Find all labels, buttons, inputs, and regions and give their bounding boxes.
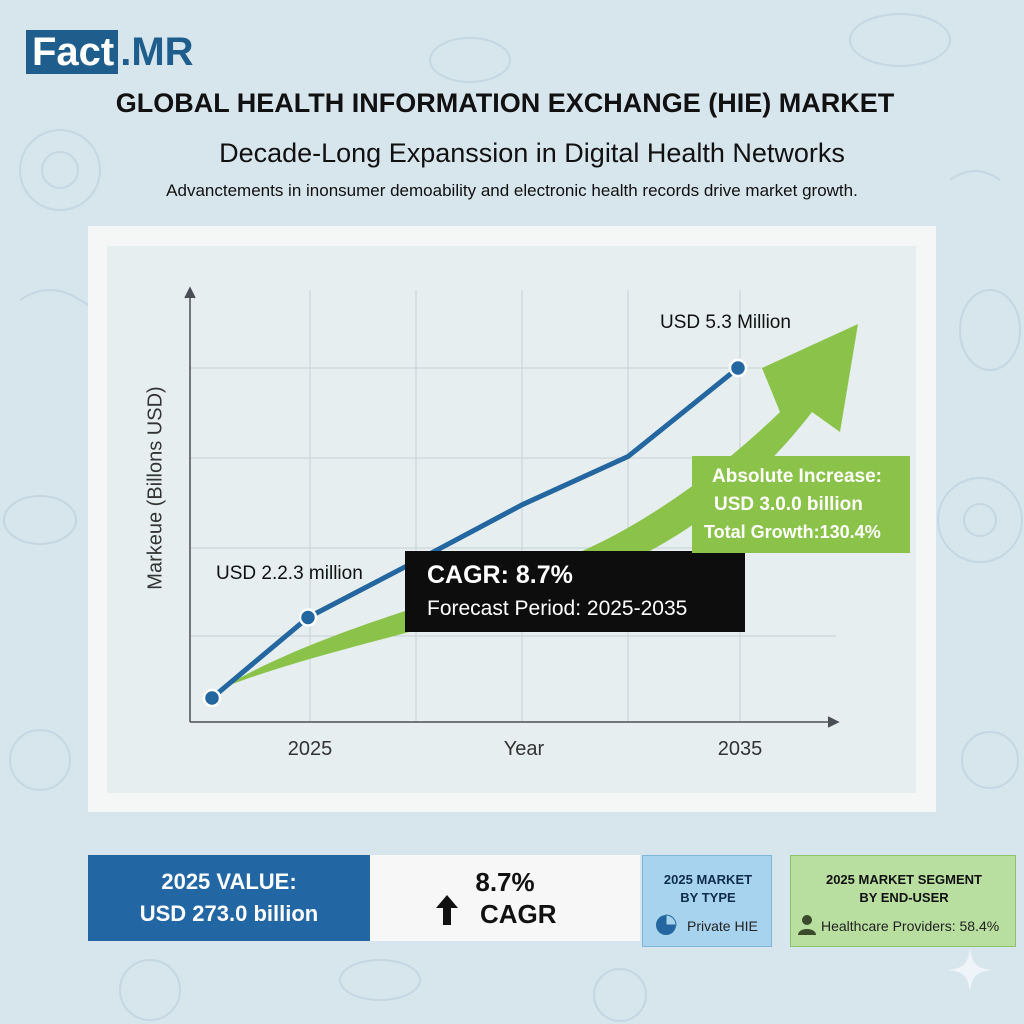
cagr-callout-value: CAGR: 8.7%: [427, 561, 573, 589]
sparkle-icon: [948, 948, 992, 992]
series-line-market-value: [209, 365, 741, 701]
axes: [184, 286, 840, 728]
x-axis-arrowhead: [827, 716, 840, 728]
data-point: [728, 358, 748, 378]
absolute-increase-title: Absolute Increase:: [712, 466, 882, 487]
data-point: [298, 608, 318, 627]
cagr-callout: CAGR: 8.7% Forecast Period: 2025-2035: [405, 551, 745, 632]
data-label-end: USD 5.3 Million: [660, 312, 791, 333]
pie-chart-icon: [656, 914, 677, 935]
value-2025-label: 2025 VALUE:: [161, 869, 297, 894]
absolute-increase-callout: Absolute Increase: USD 3.0.0 billion Tot…: [692, 456, 910, 553]
y-axis-title: Markeue (Billons USD): [144, 386, 167, 590]
data-label-start: USD 2.2.3 million: [216, 563, 363, 584]
y-axis-arrowhead: [184, 286, 196, 299]
total-growth-value: Total Growth:130.4%: [704, 522, 881, 542]
absolute-increase-value: USD 3.0.0 billion: [714, 494, 863, 515]
page-subtitle: Decade-Long Expanssion in Digital Health…: [219, 138, 845, 168]
x-tick-label-2025: 2025: [287, 738, 333, 760]
market-by-end-user-title-line1: 2025 MARKET SEGMENT: [825, 872, 983, 887]
market-by-end-user-value: Healthcare Providers: 58.4%: [821, 918, 1000, 934]
data-points: [202, 358, 748, 708]
page-title: GLOBAL HEALTH INFORMATION EXCHANGE (HIE)…: [115, 88, 895, 118]
cagr-callout-period: Forecast Period: 2025-2035: [427, 597, 688, 620]
value-2025-amount: USD 273.0 billion: [139, 901, 319, 926]
fact-mr-logo: Fact .MR: [26, 30, 194, 74]
market-by-type-value: Private HIE: [687, 918, 758, 934]
market-by-type-title-line2: BY TYPE: [680, 890, 736, 905]
cagr-card: 8.7% CAGR: [370, 855, 640, 941]
x-tick-label-2035: 2035: [717, 738, 763, 760]
logo-text-fact: Fact: [26, 30, 119, 74]
market-by-type-card: 2025 MARKET BY TYPE Private HIE: [642, 855, 772, 947]
grid-lines: [190, 290, 836, 722]
data-point: [202, 688, 222, 708]
market-by-type-title-line1: 2025 MARKET: [663, 872, 753, 887]
user-icon: [798, 915, 816, 935]
value-2025-card: 2025 VALUE: USD 273.0 billion: [88, 855, 370, 941]
cagr-card-value: 8.7%: [475, 867, 535, 897]
logo-text-mr: .MR: [120, 30, 194, 74]
market-by-end-user-title-line2: BY END-USER: [859, 890, 949, 905]
summary-strip: 2025 VALUE: USD 273.0 billion 8.7% CAGR …: [88, 855, 1016, 947]
page-tagline: Advanctements in inonsumer demoability a…: [166, 181, 858, 200]
arrow-up-icon: [436, 895, 458, 925]
x-axis-title: Year: [503, 738, 545, 760]
cagr-card-label: CAGR: [480, 899, 557, 929]
green-growth-arrow: [222, 324, 858, 688]
market-by-end-user-card: 2025 MARKET SEGMENT BY END-USER Healthca…: [790, 855, 1016, 947]
